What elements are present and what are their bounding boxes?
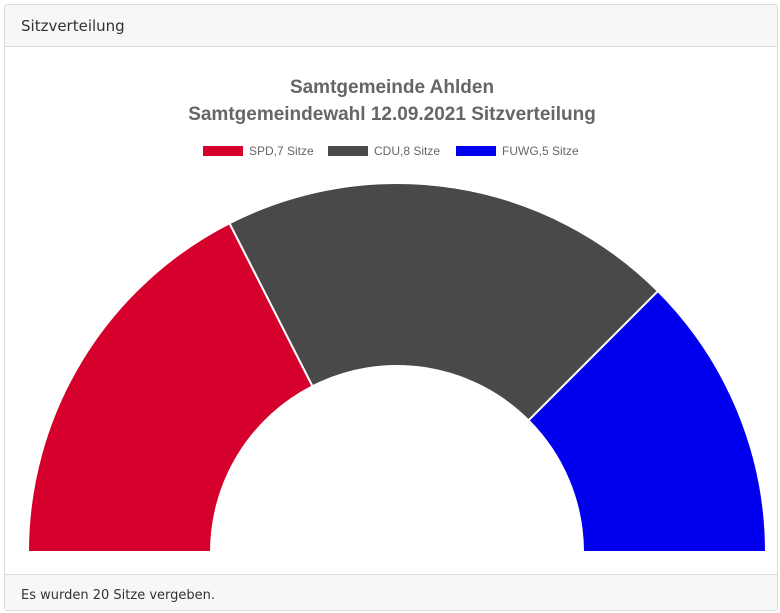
- slice-cdu[interactable]: [228, 182, 660, 422]
- legend-swatch-cdu[interactable]: [328, 146, 368, 156]
- legend-label-fuwg[interactable]: FUWG,5 Sitze: [502, 144, 579, 158]
- chart-title-line-2: Samtgemeindewahl 12.09.2021 Sitzverteilu…: [188, 104, 596, 125]
- legend-swatch-fuwg[interactable]: [456, 146, 496, 156]
- chart-slices: [26, 182, 768, 553]
- seat-chart: Samtgemeinde Ahlden Samtgemeindewahl 12.…: [26, 77, 768, 553]
- chart-legend: SPD,7 Sitze CDU,8 Sitze FUWG,5 Sitze: [203, 144, 579, 158]
- legend-label-cdu[interactable]: CDU,8 Sitze: [374, 144, 440, 158]
- legend-swatch-spd[interactable]: [203, 146, 243, 156]
- legend-label-spd[interactable]: SPD,7 Sitze: [249, 144, 314, 158]
- slice-fuwg[interactable]: [527, 289, 768, 553]
- slice-spd[interactable]: [26, 221, 314, 553]
- card-header: Sitzverteilung: [5, 5, 777, 47]
- chart-container: Samtgemeinde Ahlden Samtgemeindewahl 12.…: [5, 47, 777, 575]
- chart-title-line-1: Samtgemeinde Ahlden: [290, 77, 494, 98]
- seat-distribution-card: Sitzverteilung Samtgemeinde Ahlden Samtg…: [4, 4, 778, 611]
- card-footer: Es wurden 20 Sitze vergeben.: [5, 574, 777, 610]
